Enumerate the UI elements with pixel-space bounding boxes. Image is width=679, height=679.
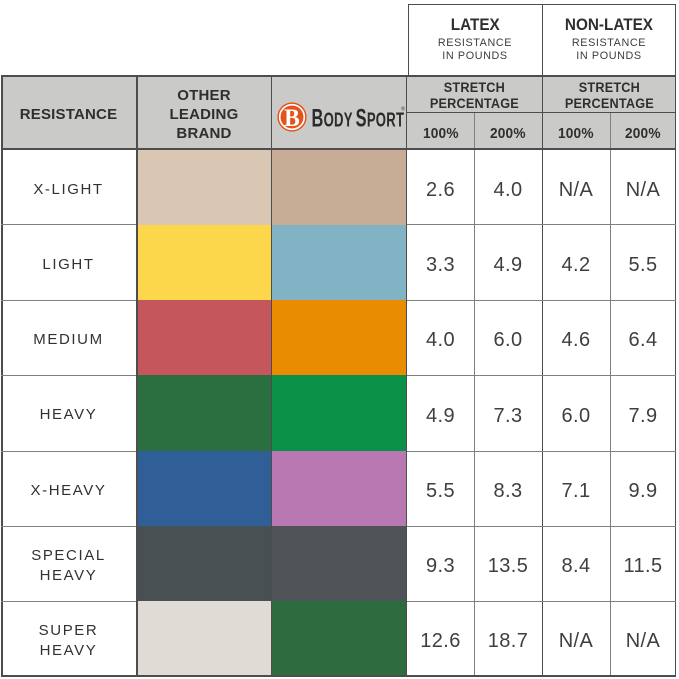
svg-text:B: B	[284, 104, 300, 132]
svg-text:BODY SPORT: BODY SPORT	[312, 105, 405, 132]
svg-text:®: ®	[401, 106, 405, 113]
